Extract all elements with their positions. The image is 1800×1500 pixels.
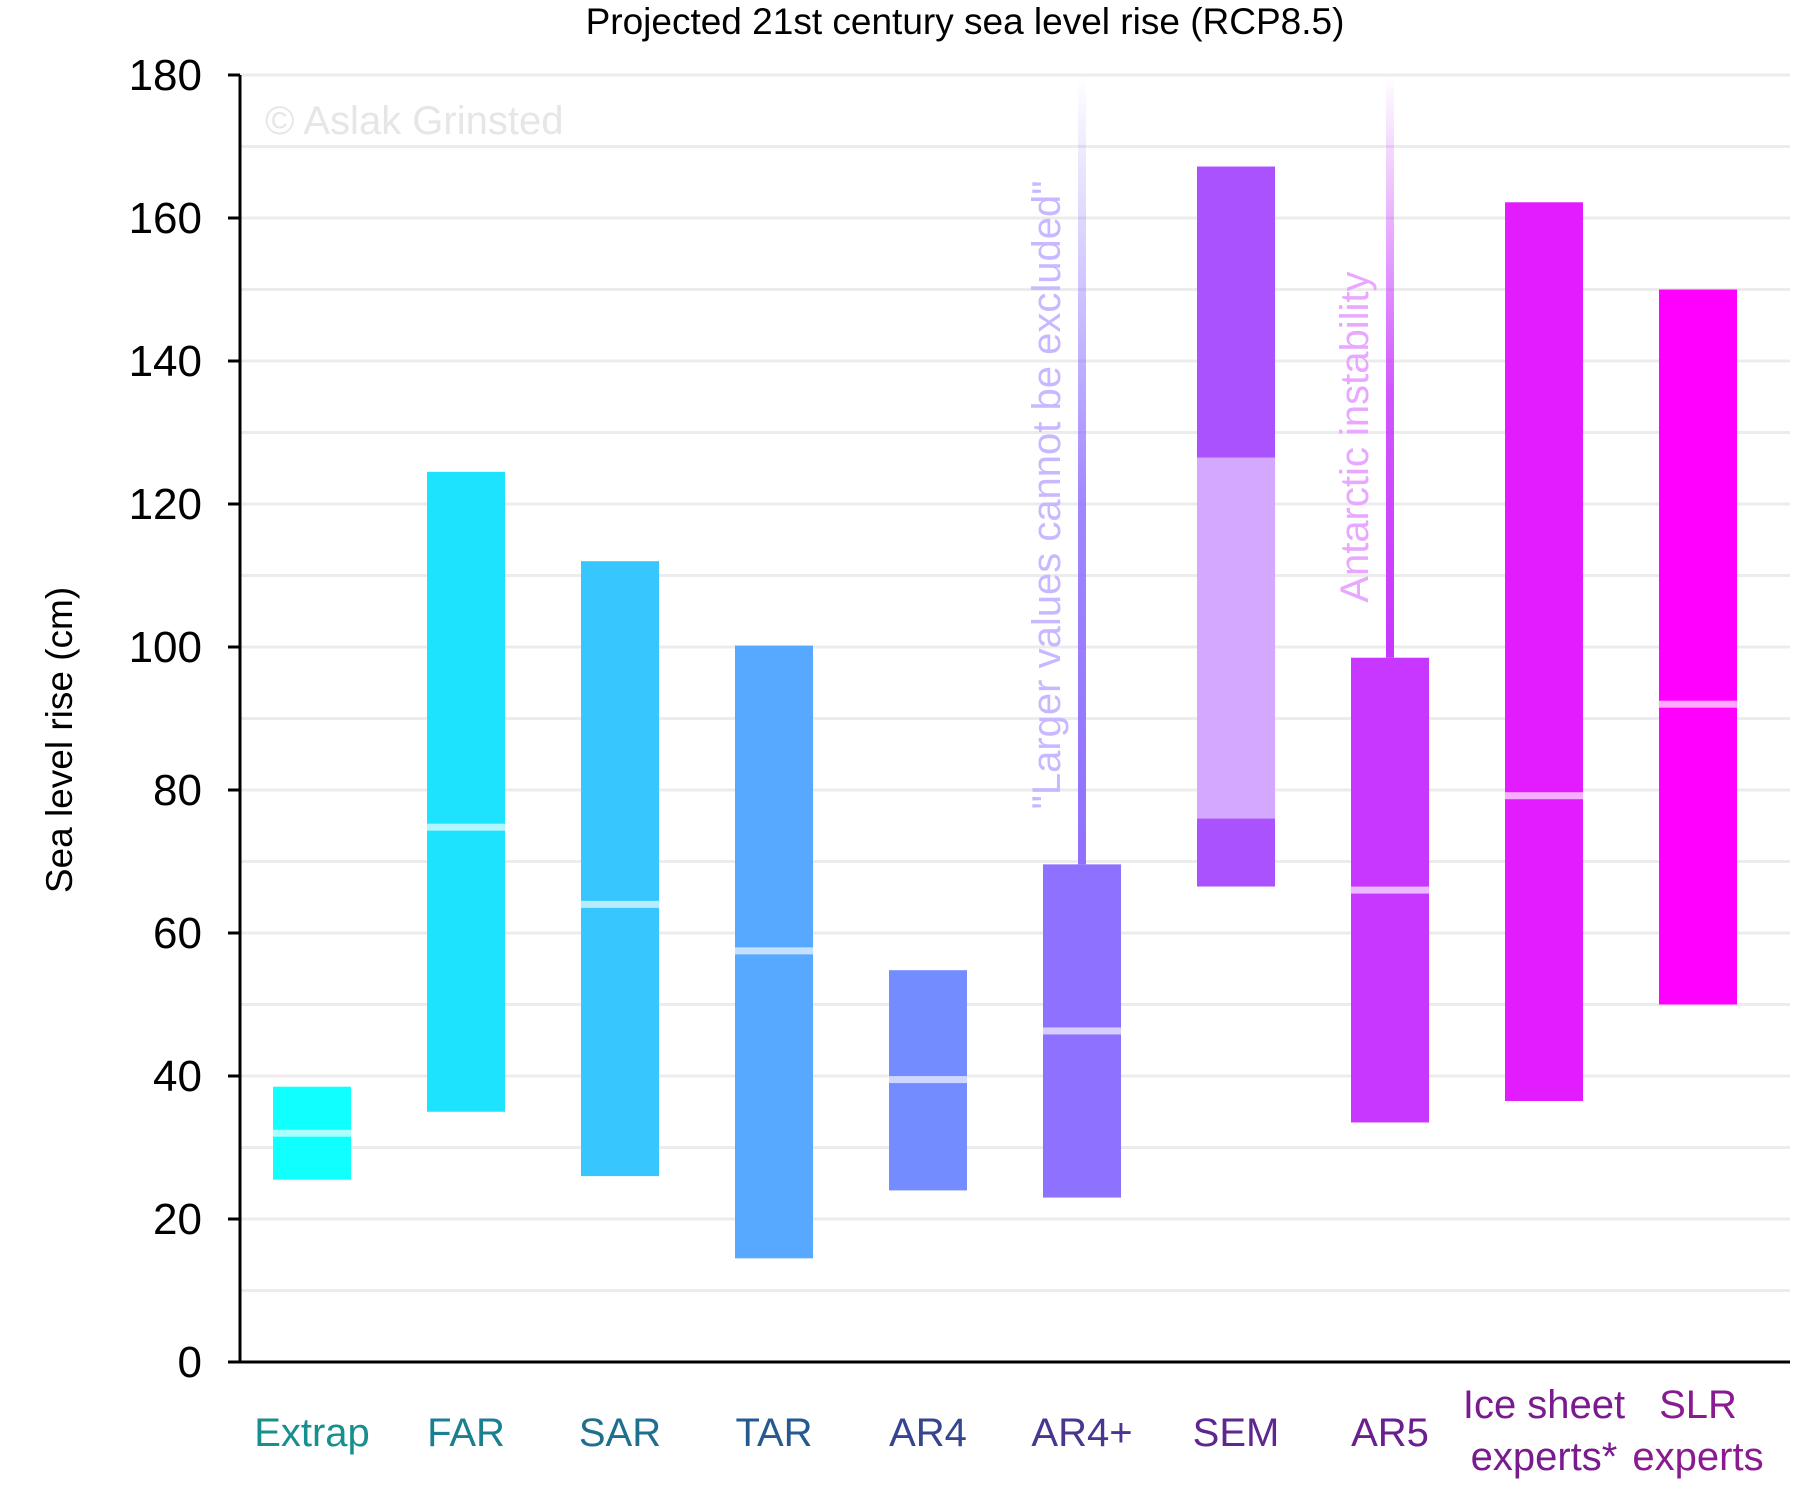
median-line [273, 1129, 351, 1137]
category-label: AR5 [1351, 1411, 1429, 1455]
category-label: TAR [735, 1411, 812, 1455]
category-label: experts* [1471, 1435, 1618, 1479]
median-line [1043, 1027, 1121, 1035]
category-label: AR4+ [1031, 1411, 1132, 1455]
y-tick-label: 120 [129, 480, 202, 529]
y-tick-label: 180 [129, 51, 202, 100]
y-axis-label: Sea level rise (cm) [39, 587, 80, 893]
range-bar [427, 471, 505, 1112]
category-label: SEM [1193, 1411, 1280, 1455]
category-label: Ice sheet [1463, 1383, 1625, 1427]
annotation-layer: "Larger values cannot be excluded" Antarc… [1025, 181, 1377, 810]
median-line [1351, 886, 1429, 894]
y-tick-label: 20 [153, 1195, 202, 1244]
y-tick-label: 100 [129, 623, 202, 672]
range-bar [1659, 289, 1737, 1005]
y-tick-label: 80 [153, 766, 202, 815]
category-label: Extrap [254, 1411, 370, 1455]
range-bar [1505, 202, 1583, 1102]
chart-title: Projected 21st century sea level rise (R… [586, 1, 1345, 42]
watermark: © Aslak Grinsted [265, 99, 563, 143]
median-line [889, 1076, 967, 1084]
whisker [1078, 75, 1086, 865]
y-tick-label: 60 [153, 909, 202, 958]
category-label: AR4 [889, 1411, 967, 1455]
tick-layer: 0 20 40 60 80 100 120 140 160 180 [129, 51, 240, 1387]
annotation-label: "Larger values cannot be excluded" [1025, 181, 1069, 810]
whisker-layer [1078, 75, 1394, 865]
median-line [581, 900, 659, 908]
category-label: FAR [427, 1411, 505, 1455]
median-line [427, 823, 505, 831]
whisker [1386, 75, 1394, 658]
bar-layer [273, 166, 1737, 1259]
y-tick-label: 160 [129, 194, 202, 243]
range-bar [581, 561, 659, 1177]
median-line [735, 947, 813, 955]
category-label: SAR [579, 1411, 661, 1455]
y-tick-label: 0 [178, 1338, 202, 1387]
category-label: SLR [1659, 1383, 1737, 1427]
annotation-label: Antarctic instability [1333, 271, 1377, 602]
category-label: experts [1632, 1435, 1763, 1479]
inner-range-bar [1197, 457, 1275, 819]
median-line [1505, 792, 1583, 800]
median-line [1659, 700, 1737, 708]
axis-layer [238, 75, 1790, 1364]
y-tick-label: 140 [129, 337, 202, 386]
y-tick-label: 40 [153, 1052, 202, 1101]
